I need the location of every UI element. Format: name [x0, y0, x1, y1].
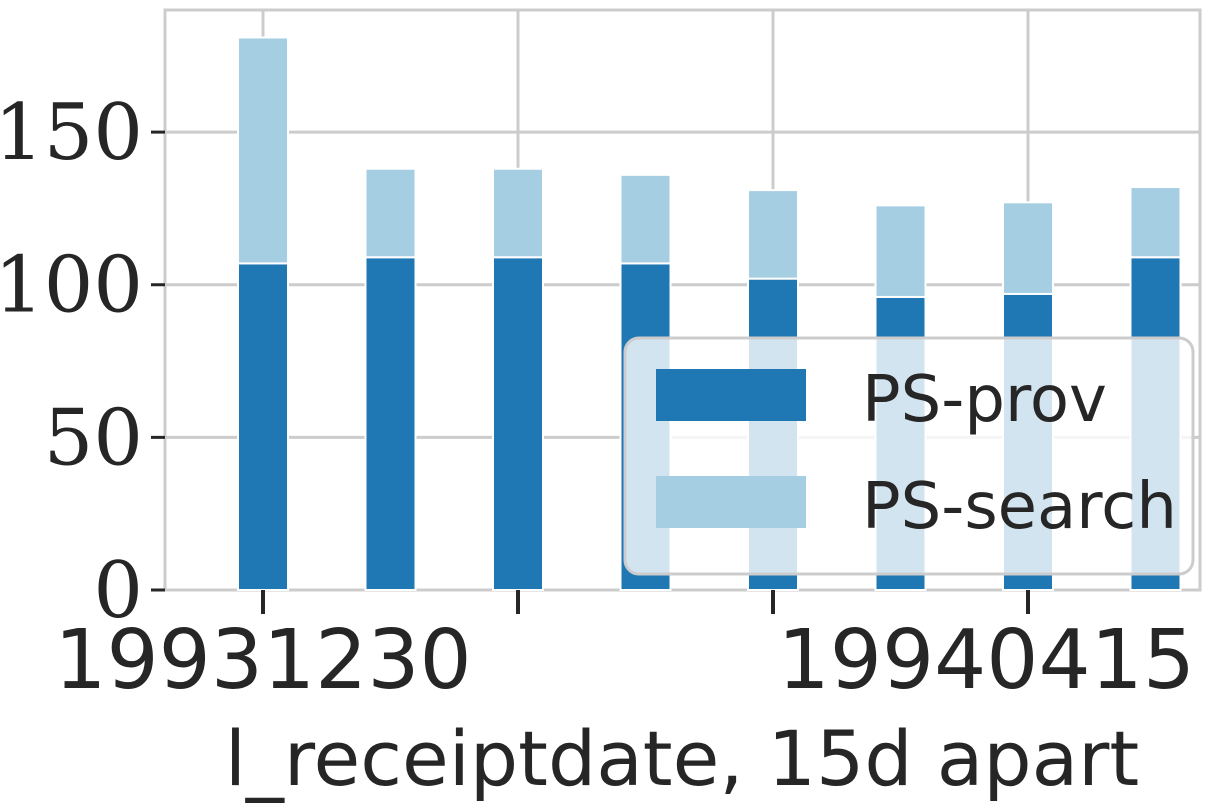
x-tick-label: 19940415 — [778, 613, 1195, 708]
y-tick-label: 100 — [0, 241, 143, 331]
legend-label-ps-search: PS-search — [862, 470, 1177, 544]
bar-ps-search — [1002, 201, 1054, 295]
y-tick-label: 0 — [93, 546, 143, 636]
bar-ps-search — [1129, 186, 1182, 259]
bar-ps-search — [492, 167, 544, 259]
legend: PS-prov PS-search — [623, 336, 1195, 576]
bar-ps-prov — [237, 262, 289, 591]
legend-swatch-ps-search — [656, 476, 806, 528]
bar-ps-search — [619, 173, 672, 265]
bar-ps-search — [874, 204, 927, 298]
bar-ps-search — [747, 189, 799, 280]
x-axis-label: l_receiptdate, 15d apart — [225, 714, 1139, 803]
x-axis-ticks: 19931230 19940415 — [54, 590, 1195, 708]
bar-ps-search — [237, 36, 289, 265]
bar-ps-prov — [364, 256, 417, 591]
bar-ps-prov — [492, 256, 544, 591]
y-axis-ticks: 0 50 100 150 — [0, 88, 165, 636]
legend-swatch-ps-prov — [656, 369, 806, 421]
y-tick-label: 50 — [44, 393, 143, 483]
legend-label-ps-prov: PS-prov — [862, 363, 1107, 437]
y-tick-label: 150 — [0, 88, 143, 178]
bar-ps-search — [364, 167, 417, 259]
x-tick-label: 19931230 — [54, 613, 471, 708]
